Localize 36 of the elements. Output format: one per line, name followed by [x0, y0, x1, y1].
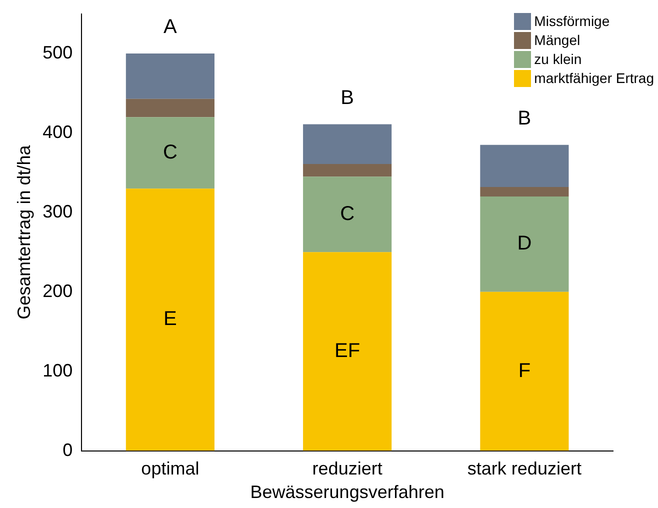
- bar: [480, 292, 569, 451]
- bar: [126, 117, 214, 189]
- legend-label: marktfähiger Ertrag: [534, 68, 654, 88]
- bar: [126, 54, 214, 99]
- y-tick-label: 500: [42, 42, 73, 62]
- annotation: B: [340, 86, 354, 109]
- annotation: B: [518, 107, 532, 130]
- y-tick-label: 400: [42, 122, 73, 142]
- bar: [303, 124, 392, 164]
- y-axis-title: Gesamtertrag in dt/ha: [14, 144, 34, 320]
- annotation: A: [164, 16, 178, 38]
- legend-label: Missförmige: [534, 12, 610, 31]
- y-tick-label: 300: [42, 201, 73, 222]
- legend-label: zu klein: [534, 50, 582, 69]
- y-tick-label: 200: [42, 280, 73, 301]
- annotation: D: [517, 232, 532, 255]
- x-tick-label: reduziert: [312, 458, 382, 479]
- x-tick-label: optimal: [141, 458, 200, 479]
- y-tick-label: 0: [62, 440, 73, 460]
- bar: [303, 164, 392, 177]
- bar: [303, 176, 392, 252]
- annotation: EF: [334, 340, 360, 362]
- bar: [126, 188, 214, 451]
- bar: [480, 144, 569, 188]
- annotation: C: [162, 141, 178, 164]
- bar: [303, 252, 392, 451]
- annotation: F: [518, 360, 531, 382]
- legend-label: Mängel: [534, 30, 580, 50]
- x-axis-title: Bewässerungsverfahren: [250, 482, 444, 502]
- bar: [126, 98, 214, 118]
- x-tick-label: stark reduziert: [467, 458, 582, 479]
- annotation: E: [164, 308, 177, 330]
- bar: [480, 196, 569, 292]
- bar: [480, 187, 569, 197]
- annotation: C: [340, 202, 355, 225]
- y-tick-label: 100: [42, 360, 73, 380]
